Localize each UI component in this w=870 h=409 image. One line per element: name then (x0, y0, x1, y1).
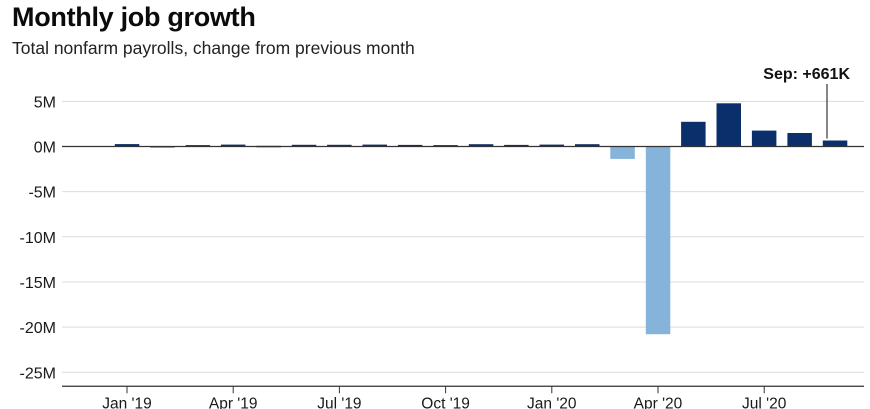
y-tick-label: -15M (20, 275, 56, 292)
bar (539, 144, 564, 147)
bar (114, 144, 140, 147)
chart-subtitle: Total nonfarm payrolls, change from prev… (12, 38, 415, 58)
x-tick-label: Apr '20 (634, 395, 683, 409)
x-axis-ticks: Jan '19 Apr '19 Jul '19 Oct '19 Jan '20 Apr '… (102, 386, 787, 409)
x-tick-label: Oct '19 (421, 395, 470, 409)
bar (610, 146, 635, 159)
bar (291, 144, 317, 147)
axes (62, 145, 864, 387)
y-tick-label: -5M (28, 185, 56, 202)
y-tick-label: -10M (20, 230, 56, 247)
x-tick-label: Jan '20 (527, 395, 577, 409)
bar (468, 144, 494, 147)
y-tick-label: 0M (34, 140, 56, 157)
y-tick-label: -25M (20, 365, 56, 382)
x-tick-label: Jul '19 (317, 395, 361, 409)
gridlines (62, 100, 864, 373)
bar (645, 146, 671, 335)
bar (575, 144, 600, 147)
bar (681, 121, 706, 147)
annotations: Sep: +661K (763, 66, 850, 139)
bar (716, 103, 741, 147)
chart-title: Monthly job growth (12, 2, 256, 32)
bar (751, 130, 777, 147)
bar (822, 140, 848, 147)
y-tick-label: 5M (34, 94, 56, 111)
y-tick-label: -20M (20, 320, 56, 337)
x-tick-label: Jul '20 (742, 395, 787, 409)
bar (504, 144, 529, 147)
x-tick-label: Apr '19 (209, 395, 258, 409)
bar (397, 144, 423, 147)
bar (220, 144, 246, 147)
bar (327, 144, 352, 147)
bar (362, 144, 387, 147)
bar (787, 133, 812, 147)
bars (114, 103, 848, 335)
annotation-label: Sep: +661K (763, 66, 850, 83)
y-axis-ticks: 5M 0M -5M -10M -15M -20M -25M (20, 94, 56, 382)
x-tick-label: Jan '19 (102, 395, 152, 409)
